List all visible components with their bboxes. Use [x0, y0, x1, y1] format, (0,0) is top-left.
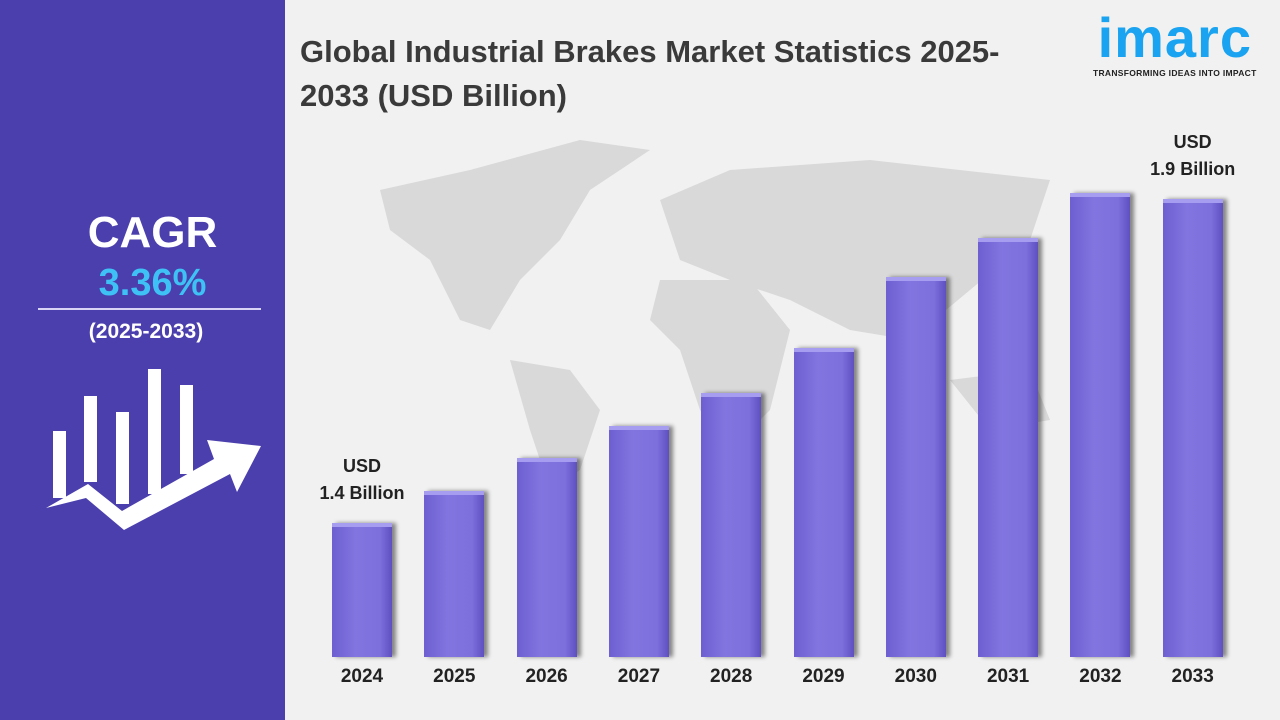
- bar-2031: [978, 237, 1039, 657]
- bar-2029: [793, 348, 854, 657]
- x-tick-label: 2029: [802, 666, 845, 687]
- x-tick-label: 2033: [1171, 666, 1214, 687]
- data-label: USD 1.4 Billion: [302, 453, 422, 507]
- x-tick-label: 2031: [986, 666, 1030, 687]
- bar-2024: [332, 523, 392, 657]
- data-label-currency: USD: [342, 456, 381, 476]
- x-tick-label: 2032: [1079, 666, 1122, 687]
- x-tick-label: 2025: [433, 666, 476, 687]
- logo-tagline: TRANSFORMING IDEAS INTO IMPACT: [1093, 68, 1257, 78]
- cagr-period: (2025-2033): [88, 320, 204, 343]
- cagr-label: CAGR: [87, 208, 218, 257]
- data-label-value: 1.4 Billion: [319, 483, 405, 503]
- divider: [38, 308, 261, 310]
- bar-2030: [885, 276, 946, 657]
- growth-chart-arrow-icon: [46, 369, 261, 530]
- data-label: USD 1.9 Billion: [1133, 129, 1253, 183]
- cagr-value: 3.36%: [98, 262, 207, 304]
- data-label-value: 1.9 Billion: [1150, 159, 1236, 179]
- bar-2033: [1162, 199, 1223, 657]
- chart-title: Global Industrial Brakes Market Statisti…: [300, 34, 1000, 113]
- logo-wordmark: imarc: [1097, 6, 1252, 69]
- bar-2027: [608, 425, 669, 657]
- bar-2028: [701, 393, 762, 657]
- x-tick-label: 2030: [894, 666, 937, 687]
- x-tick-label: 2024: [340, 666, 384, 687]
- bar-2032: [1070, 192, 1131, 657]
- x-tick-label: 2026: [525, 666, 568, 687]
- cagr-sidebar: CAGR 3.36% (2025-2033): [0, 0, 285, 720]
- bar-2025: [424, 490, 485, 657]
- imarc-logo: imarc TRANSFORMING IDEAS INTO IMPACT: [1093, 6, 1257, 79]
- x-tick-label: 2027: [617, 666, 661, 687]
- x-tick-label: 2028: [710, 666, 753, 687]
- bar-2026: [516, 458, 577, 657]
- data-label-currency: USD: [1173, 132, 1212, 152]
